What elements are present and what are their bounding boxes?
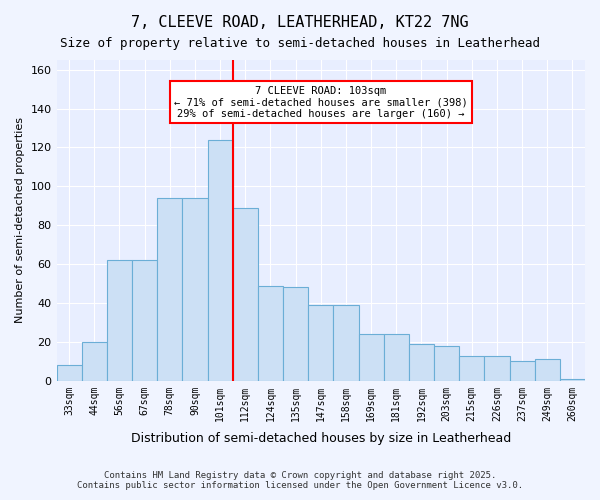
X-axis label: Distribution of semi-detached houses by size in Leatherhead: Distribution of semi-detached houses by … (131, 432, 511, 445)
Bar (308, 305, 334, 381)
Bar (157, 198, 182, 381)
Y-axis label: Number of semi-detached properties: Number of semi-detached properties (15, 118, 25, 324)
Bar (509, 362, 535, 381)
Bar (383, 334, 409, 381)
Bar (82, 342, 107, 381)
Bar (283, 288, 308, 381)
Bar (233, 208, 258, 381)
Bar (132, 260, 157, 381)
Bar (334, 305, 359, 381)
Bar (535, 360, 560, 381)
Text: Contains HM Land Registry data © Crown copyright and database right 2025.
Contai: Contains HM Land Registry data © Crown c… (77, 470, 523, 490)
Text: 7 CLEEVE ROAD: 103sqm
← 71% of semi-detached houses are smaller (398)
29% of sem: 7 CLEEVE ROAD: 103sqm ← 71% of semi-deta… (174, 86, 467, 119)
Text: Size of property relative to semi-detached houses in Leatherhead: Size of property relative to semi-detach… (60, 38, 540, 51)
Bar (258, 286, 283, 381)
Bar (107, 260, 132, 381)
Bar (359, 334, 383, 381)
Bar (484, 356, 509, 381)
Bar (182, 198, 208, 381)
Bar (459, 356, 484, 381)
Bar (409, 344, 434, 381)
Bar (434, 346, 459, 381)
Bar (56, 365, 82, 381)
Text: 7, CLEEVE ROAD, LEATHERHEAD, KT22 7NG: 7, CLEEVE ROAD, LEATHERHEAD, KT22 7NG (131, 15, 469, 30)
Bar (560, 379, 585, 381)
Bar (208, 140, 233, 381)
